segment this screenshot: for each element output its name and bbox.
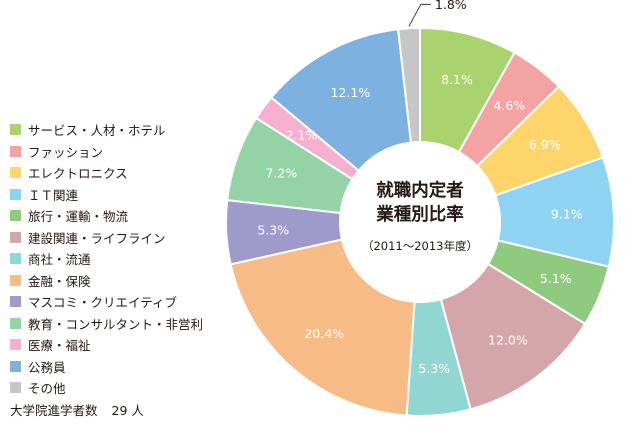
legend-swatch xyxy=(10,145,21,157)
legend-label: 商社・流通 xyxy=(28,252,91,268)
legend-item: 金融・保険 xyxy=(10,270,203,292)
legend-label: 教育・コンサルタント・非営利 xyxy=(28,316,204,332)
legend-item: 商社・流通 xyxy=(10,248,203,270)
slice-value-label-12: 12.1% xyxy=(331,85,371,100)
legend-item: その他 xyxy=(10,377,203,399)
legend-swatch xyxy=(10,253,21,265)
legend-label: その他 xyxy=(28,381,66,397)
legend-swatch xyxy=(10,360,21,372)
slice-value-label-9: 5.3% xyxy=(257,222,289,237)
slice-value-label-1: 8.1% xyxy=(441,72,473,87)
legend-label: サービス・人材・ホテル xyxy=(28,123,166,139)
legend-label: 旅行・運輸・物流 xyxy=(28,209,129,225)
chart-subtitle: （2011～2013年度） xyxy=(362,239,478,253)
slice-value-label-8: 20.4% xyxy=(304,326,344,341)
legend-item: 建設関連・ライフライン xyxy=(10,227,203,249)
legend-label: エレクトロニクス xyxy=(28,166,128,182)
legend-label: 建設関連・ライフライン xyxy=(28,230,166,246)
graduate-school-count: 29 人 xyxy=(111,403,144,418)
legend-swatch xyxy=(10,167,21,179)
legend-swatch xyxy=(10,210,21,222)
slice-value-label-6: 12.0% xyxy=(488,332,528,347)
legend-item: エレクトロニクス xyxy=(10,162,203,184)
slice-leader-line-13 xyxy=(408,3,431,27)
legend-label: 金融・保険 xyxy=(28,273,91,289)
legend-swatch xyxy=(10,339,21,351)
legend-swatch xyxy=(10,317,21,329)
legend-swatch xyxy=(10,382,21,394)
chart-legend: サービス・人材・ホテル ファッションエレクトロニクス ＩＴ関連旅行・運輸・物流建設関… xyxy=(10,119,203,399)
legend-label: ＩＴ関連 xyxy=(28,187,79,203)
slice-labels: 8.1% 4.6% 6.9% 9.1% 5.1% 12.0% 5.3% 20.4% 5.3% 7.… xyxy=(257,0,582,376)
slice-value-label-5: 5.1% xyxy=(540,271,572,286)
legend-item: 旅行・運輸・物流 xyxy=(10,205,203,227)
slice-value-label-2: 4.6% xyxy=(493,98,525,113)
chart-title-line-2: 業種別比率 xyxy=(375,204,464,225)
legend-item: 教育・コンサルタント・非営利 xyxy=(10,313,203,335)
legend-label: 医療・福祉 xyxy=(28,338,91,354)
legend-swatch xyxy=(10,274,21,286)
legend-item: 医療・福祉 xyxy=(10,334,203,356)
slice-value-label-7: 5.3% xyxy=(418,361,450,376)
legend-item: ＩＴ関連 xyxy=(10,184,203,206)
graduate-school-note: 大学院進学者数 29 人 xyxy=(10,400,144,419)
legend-swatch xyxy=(10,231,21,243)
legend-item: 公務員 xyxy=(10,356,203,378)
legend-swatch xyxy=(10,188,21,200)
legend-label: マスコミ・クリエイティブ xyxy=(28,295,178,311)
legend-item: ファッション xyxy=(10,141,203,163)
legend-swatch xyxy=(10,296,21,308)
legend-item: サービス・人材・ホテル xyxy=(10,119,203,141)
slice-value-label-10: 7.2% xyxy=(265,166,297,181)
legend-label: 公務員 xyxy=(28,359,66,375)
legend-label: ファッション xyxy=(28,144,104,160)
pie-slices xyxy=(225,26,615,417)
slice-value-label-4: 9.1% xyxy=(551,207,583,222)
graduate-school-label: 大学院進学者数 xyxy=(10,403,98,418)
legend-item: マスコミ・クリエイティブ xyxy=(10,291,203,313)
legend-swatch xyxy=(10,124,21,136)
slice-value-label-3: 6.9% xyxy=(529,137,561,152)
slice-value-label-13: 1.8% xyxy=(435,0,467,12)
donut-hole xyxy=(340,142,500,302)
slice-value-label-11: 2.1% xyxy=(285,128,317,143)
chart-title-line-1: 就職内定者 xyxy=(376,180,464,201)
